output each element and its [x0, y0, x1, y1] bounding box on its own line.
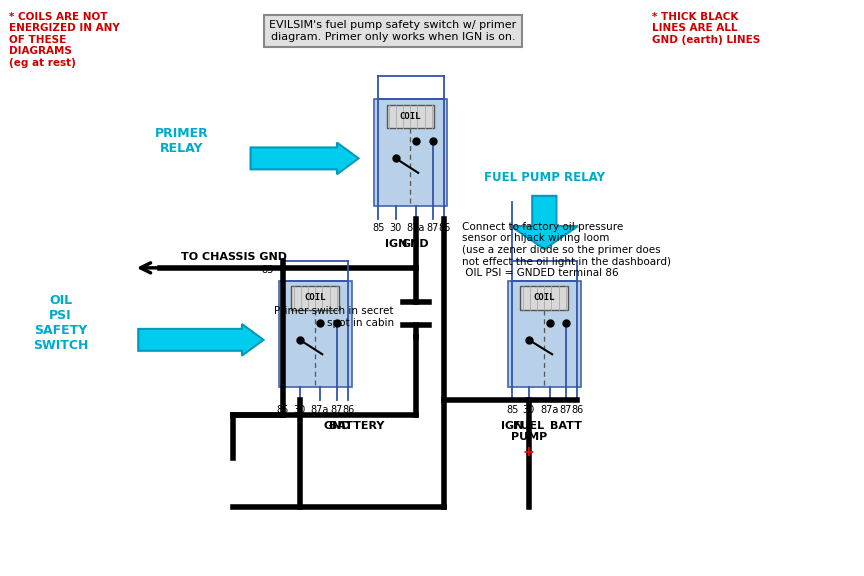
Text: Primer switch in secret
spot in cabin: Primer switch in secret spot in cabin — [275, 306, 394, 328]
Text: BATTERY: BATTERY — [329, 420, 384, 431]
Text: COIL: COIL — [534, 293, 555, 302]
Text: 87a: 87a — [310, 405, 329, 415]
FancyBboxPatch shape — [291, 286, 340, 309]
Text: Connect to factory oil pressure
sensor or hijack wiring loom
(use a zener diode : Connect to factory oil pressure sensor o… — [462, 222, 671, 278]
Text: 85: 85 — [372, 223, 384, 233]
Text: OIL
PSI
SAFETY
SWITCH: OIL PSI SAFETY SWITCH — [33, 294, 88, 351]
Text: IGN: IGN — [501, 420, 524, 431]
Text: 85: 85 — [506, 405, 518, 415]
Text: 87: 87 — [560, 405, 572, 415]
Text: * THICK BLACK
LINES ARE ALL
GND (earth) LINES: * THICK BLACK LINES ARE ALL GND (earth) … — [652, 12, 760, 45]
FancyBboxPatch shape — [278, 281, 353, 387]
Text: GND: GND — [323, 420, 351, 431]
Text: FUEL PUMP RELAY: FUEL PUMP RELAY — [484, 171, 605, 184]
Text: EVILSIM's fuel pump safety switch w/ primer
diagram. Primer only works when IGN : EVILSIM's fuel pump safety switch w/ pri… — [270, 20, 517, 42]
Text: 86: 86 — [571, 405, 583, 415]
Text: 85: 85 — [276, 405, 289, 415]
Text: GND: GND — [402, 240, 429, 249]
Text: 86: 86 — [342, 405, 354, 415]
Text: 87a: 87a — [406, 223, 425, 233]
Text: BATT: BATT — [550, 420, 581, 431]
Polygon shape — [138, 324, 264, 356]
Text: +: + — [523, 445, 535, 459]
Text: 87: 87 — [427, 223, 439, 233]
Text: PRIMER
RELAY: PRIMER RELAY — [155, 127, 208, 155]
Text: IGN: IGN — [384, 240, 407, 249]
Text: COIL: COIL — [400, 112, 421, 121]
FancyBboxPatch shape — [520, 286, 569, 309]
Text: TO CHASSIS GND: TO CHASSIS GND — [181, 252, 288, 262]
Text: FUEL
PUMP: FUEL PUMP — [511, 420, 547, 442]
FancyBboxPatch shape — [373, 100, 448, 206]
FancyBboxPatch shape — [386, 105, 435, 128]
Text: 87a: 87a — [540, 405, 559, 415]
Text: COIL: COIL — [305, 293, 326, 302]
Text: 30: 30 — [294, 405, 306, 415]
Text: 85: 85 — [262, 265, 274, 275]
Polygon shape — [251, 143, 359, 175]
Text: * COILS ARE NOT
ENERGIZED IN ANY
OF THESE
DIAGRAMS
(eg at rest): * COILS ARE NOT ENERGIZED IN ANY OF THES… — [9, 12, 119, 68]
Polygon shape — [511, 196, 578, 249]
FancyBboxPatch shape — [508, 281, 581, 387]
Text: 30: 30 — [390, 223, 402, 233]
Text: 30: 30 — [523, 405, 535, 415]
Text: 87: 87 — [331, 405, 343, 415]
Text: 86: 86 — [438, 223, 450, 233]
